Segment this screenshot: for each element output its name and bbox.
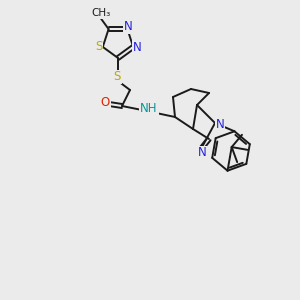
Text: S: S — [95, 40, 103, 53]
Text: N: N — [198, 146, 206, 160]
Text: S: S — [113, 70, 121, 83]
Text: N: N — [124, 20, 133, 33]
Text: O: O — [100, 97, 109, 110]
Text: NH: NH — [140, 103, 158, 116]
Text: N: N — [216, 118, 224, 131]
Text: N: N — [133, 41, 142, 54]
Text: CH₃: CH₃ — [92, 8, 111, 18]
